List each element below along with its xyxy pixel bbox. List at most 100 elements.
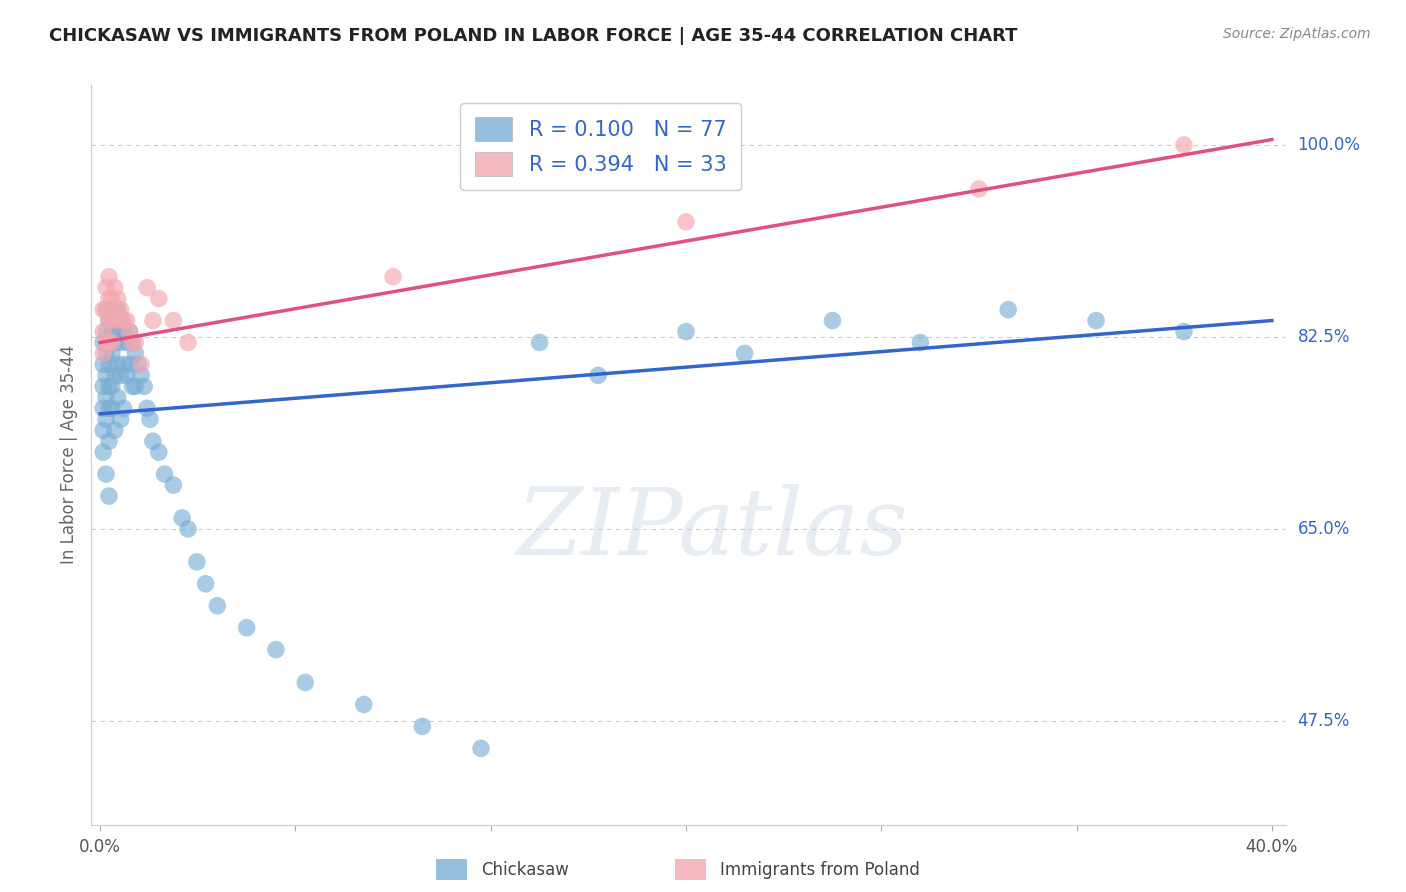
Point xyxy=(104,280,127,294)
Point xyxy=(101,325,124,339)
Point xyxy=(675,215,697,229)
Point xyxy=(177,522,200,536)
Point xyxy=(110,313,132,327)
Point xyxy=(142,434,165,449)
Point xyxy=(127,358,149,372)
Point xyxy=(734,346,756,360)
Point xyxy=(910,335,932,350)
Point xyxy=(1085,313,1108,327)
Point xyxy=(382,269,405,284)
Point xyxy=(118,358,141,372)
Point xyxy=(129,368,152,383)
Point xyxy=(121,335,143,350)
Point xyxy=(94,280,117,294)
Point xyxy=(91,346,114,360)
Point xyxy=(94,302,117,317)
Point xyxy=(1173,325,1195,339)
Point xyxy=(142,313,165,327)
Text: CHICKASAW VS IMMIGRANTS FROM POLAND IN LABOR FORCE | AGE 35-44 CORRELATION CHART: CHICKASAW VS IMMIGRANTS FROM POLAND IN L… xyxy=(49,27,1018,45)
Text: Immigrants from Poland: Immigrants from Poland xyxy=(720,861,920,879)
Point xyxy=(94,467,117,482)
Legend: R = 0.100   N = 77, R = 0.394   N = 33: R = 0.100 N = 77, R = 0.394 N = 33 xyxy=(460,103,741,190)
Point xyxy=(110,335,132,350)
Point xyxy=(162,313,184,327)
Point xyxy=(98,335,120,350)
Point xyxy=(115,313,138,327)
Point xyxy=(470,741,492,756)
Text: 100.0%: 100.0% xyxy=(1298,136,1361,154)
Point xyxy=(104,423,127,437)
Point xyxy=(162,478,184,492)
Point xyxy=(129,358,152,372)
Point xyxy=(172,511,194,525)
Point xyxy=(110,412,132,426)
Point xyxy=(112,401,135,416)
Point xyxy=(98,335,120,350)
Point xyxy=(94,302,117,317)
Point xyxy=(94,346,117,360)
Point xyxy=(91,423,114,437)
Point xyxy=(148,445,170,459)
Point xyxy=(101,401,124,416)
Point xyxy=(94,412,117,426)
Point xyxy=(112,313,135,327)
Point xyxy=(104,313,127,327)
Point xyxy=(107,358,129,372)
Point xyxy=(136,401,159,416)
Point xyxy=(107,292,129,306)
Point xyxy=(997,302,1019,317)
Point xyxy=(91,401,114,416)
Point xyxy=(101,335,124,350)
Point xyxy=(98,313,120,327)
Point xyxy=(107,302,129,317)
Point xyxy=(107,390,129,404)
Point xyxy=(94,368,117,383)
Point xyxy=(107,325,129,339)
Text: 82.5%: 82.5% xyxy=(1298,328,1350,346)
Point xyxy=(967,182,990,196)
Point xyxy=(98,401,120,416)
Point xyxy=(186,555,208,569)
Point xyxy=(101,379,124,393)
Point xyxy=(1173,138,1195,153)
Point xyxy=(98,434,120,449)
Point xyxy=(124,379,146,393)
Point xyxy=(91,445,114,459)
Point xyxy=(115,335,138,350)
Text: 47.5%: 47.5% xyxy=(1298,712,1350,730)
Point xyxy=(121,379,143,393)
Point xyxy=(104,368,127,383)
Point xyxy=(821,313,844,327)
Point xyxy=(98,292,120,306)
Point xyxy=(353,698,375,712)
Text: ZIPatlas: ZIPatlas xyxy=(517,484,908,574)
Point xyxy=(101,313,124,327)
Point xyxy=(153,467,176,482)
Y-axis label: In Labor Force | Age 35-44: In Labor Force | Age 35-44 xyxy=(59,345,77,565)
Point xyxy=(411,719,433,733)
Point xyxy=(136,280,159,294)
Point xyxy=(98,269,120,284)
Text: Source: ZipAtlas.com: Source: ZipAtlas.com xyxy=(1223,27,1371,41)
Point xyxy=(98,358,120,372)
Point xyxy=(101,292,124,306)
Point xyxy=(91,379,114,393)
Point xyxy=(264,642,287,657)
Text: 65.0%: 65.0% xyxy=(1298,520,1350,538)
Point xyxy=(101,302,124,317)
Point xyxy=(107,313,129,327)
Point xyxy=(207,599,229,613)
Point xyxy=(294,675,316,690)
Point xyxy=(121,335,143,350)
Text: Chickasaw: Chickasaw xyxy=(481,861,569,879)
Point xyxy=(91,335,114,350)
Point xyxy=(124,335,146,350)
Point xyxy=(177,335,200,350)
Point xyxy=(118,325,141,339)
Point xyxy=(194,576,217,591)
Point xyxy=(104,335,127,350)
Point xyxy=(675,325,697,339)
Point xyxy=(118,325,141,339)
Point xyxy=(586,368,609,383)
Point xyxy=(91,302,114,317)
